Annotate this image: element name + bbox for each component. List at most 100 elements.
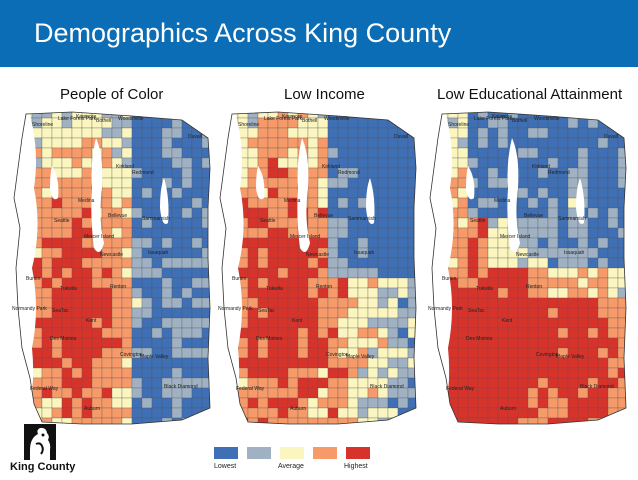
- tract-cell: [607, 117, 619, 129]
- tract-cell: [151, 407, 163, 419]
- tract-cell: [277, 247, 289, 259]
- tract-cell: [297, 287, 309, 299]
- king-county-logo-icon: [24, 424, 56, 460]
- tract-cell: [567, 397, 579, 409]
- tract-cell: [201, 117, 210, 129]
- tract-cell: [607, 407, 619, 419]
- tract-cell: [567, 227, 579, 239]
- tract-cell: [367, 167, 379, 179]
- tract-cell: [71, 377, 83, 389]
- tract-cell: [587, 137, 599, 149]
- tract-cell: [397, 417, 409, 424]
- tract-cell: [161, 327, 173, 339]
- tract-cell: [191, 337, 203, 349]
- tract-cell: [237, 347, 249, 359]
- tract-cell: [317, 387, 329, 399]
- tract-cell: [61, 157, 73, 169]
- tract-cell: [467, 147, 479, 159]
- place-label: Lake Forest Park: [264, 116, 303, 122]
- tract-cell: [497, 417, 509, 424]
- tract-cell: [397, 167, 409, 179]
- tract-cell: [357, 147, 369, 159]
- tract-cell: [407, 317, 416, 329]
- tract-cell: [81, 377, 93, 389]
- tract-cell: [191, 277, 203, 289]
- tract-cell: [191, 367, 203, 379]
- tract-cell: [141, 317, 153, 329]
- tract-cell: [430, 357, 439, 369]
- place-label: Woodinville: [118, 116, 144, 122]
- tract-cell: [617, 177, 626, 189]
- tract-cell: [487, 227, 499, 239]
- tract-cell: [587, 367, 599, 379]
- tract-cell: [81, 367, 93, 379]
- tract-cell: [537, 307, 549, 319]
- tract-cell: [497, 147, 509, 159]
- tract-cell: [477, 247, 489, 259]
- tract-cell: [457, 137, 469, 149]
- tract-cell: [587, 277, 599, 289]
- tract-cell: [337, 267, 349, 279]
- tract-cell: [517, 257, 529, 269]
- tract-cell: [31, 407, 43, 419]
- place-label: Newcastle: [306, 252, 330, 258]
- tract-cell: [101, 377, 113, 389]
- tract-cell: [297, 257, 309, 269]
- tract-cell: [477, 237, 489, 249]
- tract-cell: [587, 247, 599, 259]
- tract-cell: [387, 287, 399, 299]
- tract-cell: [327, 387, 339, 399]
- tract-cell: [407, 147, 416, 159]
- tract-cell: [597, 367, 609, 379]
- tract-cell: [407, 277, 416, 289]
- tract-cell: [527, 367, 539, 379]
- tract-cell: [337, 397, 349, 409]
- tract-cell: [347, 407, 359, 419]
- tract-cell: [307, 337, 319, 349]
- tract-cell: [377, 337, 389, 349]
- tract-cell: [397, 197, 409, 209]
- tract-cell: [201, 357, 210, 369]
- tract-cell: [277, 237, 289, 249]
- tract-cell: [557, 317, 569, 329]
- legend-swatch-lowest: [214, 447, 238, 459]
- tract-cell: [51, 197, 63, 209]
- tract-cell: [357, 112, 369, 119]
- tract-cell: [247, 197, 259, 209]
- tract-cell: [430, 397, 439, 409]
- tract-cell: [287, 357, 299, 369]
- tract-cell: [447, 347, 459, 359]
- place-label: Kenmore: [76, 114, 97, 120]
- tract-cell: [307, 147, 319, 159]
- tract-cell: [567, 287, 579, 299]
- place-label: Lake Forest Park: [474, 116, 513, 122]
- tract-cell: [81, 127, 93, 139]
- tract-cell: [507, 357, 519, 369]
- tract-cell: [161, 287, 173, 299]
- place-label: Tukwila: [60, 286, 77, 292]
- tract-cell: [41, 237, 53, 249]
- tract-cell: [617, 147, 626, 159]
- tract-cell: [507, 327, 519, 339]
- tract-cell: [567, 257, 579, 269]
- tract-cell: [131, 127, 143, 139]
- tract-cell: [201, 307, 210, 319]
- tract-cell: [277, 257, 289, 269]
- tract-cell: [181, 247, 193, 259]
- tract-cell: [587, 112, 599, 119]
- tract-cell: [131, 217, 143, 229]
- tract-cell: [220, 337, 229, 349]
- tract-cell: [617, 387, 626, 399]
- tract-cell: [131, 287, 143, 299]
- tract-cell: [61, 397, 73, 409]
- tract-cell: [141, 417, 153, 424]
- tract-cell: [101, 297, 113, 309]
- tract-cell: [277, 217, 289, 229]
- tract-cell: [547, 217, 559, 229]
- tract-cell: [220, 407, 229, 419]
- tract-cell: [487, 367, 499, 379]
- tract-cell: [317, 407, 329, 419]
- tract-cell: [547, 247, 559, 259]
- tract-cell: [247, 317, 259, 329]
- tract-cell: [307, 367, 319, 379]
